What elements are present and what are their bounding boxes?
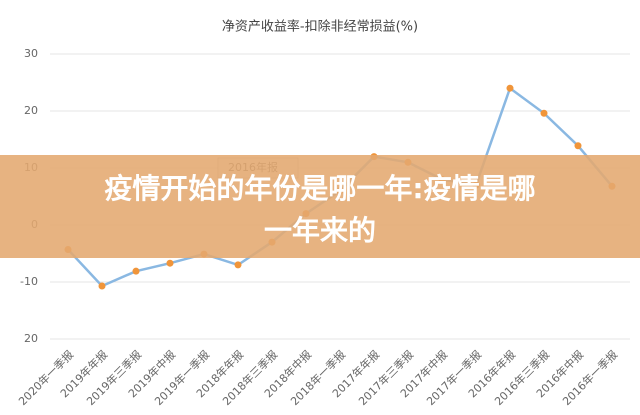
point (506, 84, 514, 92)
y-tick-label: 20 (24, 332, 38, 345)
point (234, 261, 242, 269)
point (132, 267, 140, 275)
y-tick-label: -10 (20, 275, 38, 288)
point (98, 282, 106, 290)
y-tick-label: 30 (24, 47, 38, 60)
banner-line: 疫情开始的年份是哪一年:疫情是哪 (104, 172, 535, 205)
y-tick-label: 20 (24, 104, 38, 117)
point (574, 142, 582, 150)
chart-title: 净资产收益率-扣除非经常损益(%) (222, 19, 418, 35)
banner (0, 155, 640, 258)
point (540, 109, 548, 117)
banner-line: 一年来的 (264, 214, 376, 247)
point (166, 259, 174, 267)
